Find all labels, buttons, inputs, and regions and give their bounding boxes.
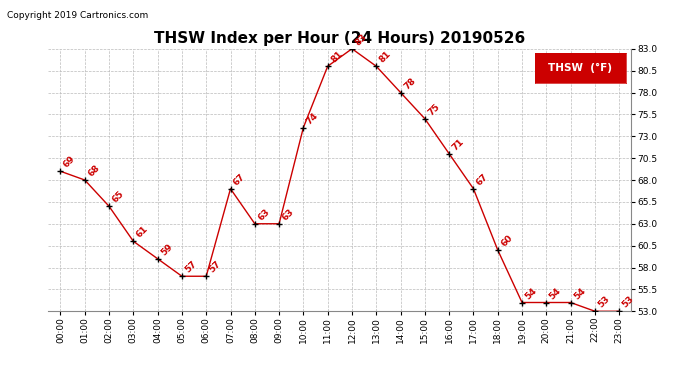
Text: 53: 53 [620, 295, 635, 310]
Text: 57: 57 [184, 260, 199, 275]
Text: 53: 53 [596, 295, 611, 310]
Text: 59: 59 [159, 242, 175, 257]
Text: 74: 74 [305, 111, 320, 126]
Text: 75: 75 [426, 102, 442, 117]
Text: 61: 61 [135, 225, 150, 240]
Text: 57: 57 [208, 260, 223, 275]
Text: 54: 54 [548, 286, 563, 301]
Text: 67: 67 [232, 172, 247, 188]
Text: 63: 63 [256, 207, 271, 222]
Text: 54: 54 [572, 286, 587, 301]
Text: 60: 60 [499, 234, 514, 249]
Title: THSW Index per Hour (24 Hours) 20190526: THSW Index per Hour (24 Hours) 20190526 [154, 31, 526, 46]
Text: 67: 67 [475, 172, 490, 188]
Text: 54: 54 [524, 286, 539, 301]
Text: 78: 78 [402, 76, 417, 91]
Text: 68: 68 [86, 164, 101, 178]
Text: 69: 69 [62, 154, 77, 170]
Text: 81: 81 [377, 50, 393, 65]
Text: 63: 63 [280, 207, 296, 222]
Text: 81: 81 [329, 50, 344, 65]
Text: 71: 71 [451, 137, 466, 152]
Text: 65: 65 [110, 190, 126, 205]
Text: 83: 83 [353, 32, 368, 47]
Text: Copyright 2019 Cartronics.com: Copyright 2019 Cartronics.com [7, 11, 148, 20]
